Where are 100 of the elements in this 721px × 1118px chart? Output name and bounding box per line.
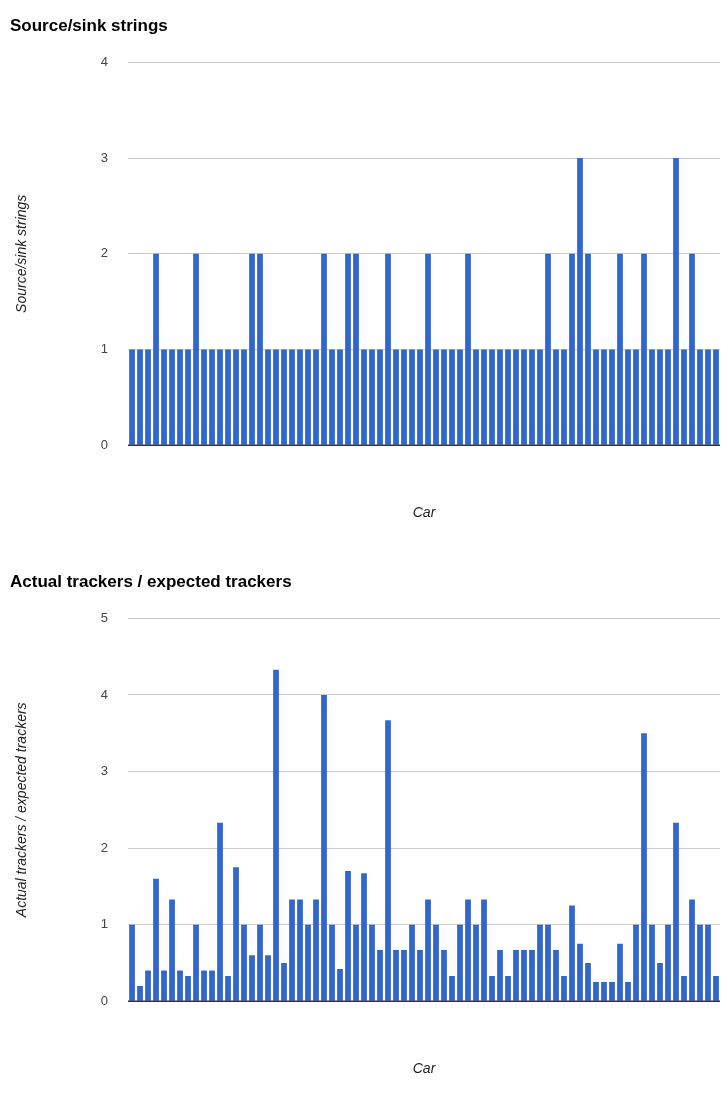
bar	[249, 253, 255, 445]
bar	[473, 349, 479, 445]
y-tick-label: 5	[100, 609, 109, 625]
y-tick-label: 4	[100, 686, 109, 702]
bar	[337, 349, 343, 445]
bar	[393, 949, 399, 1001]
y-tick-label: 0	[100, 436, 109, 452]
bar	[497, 349, 503, 445]
bar	[585, 253, 591, 445]
bar	[265, 349, 271, 445]
x-axis-title: Car	[412, 504, 437, 521]
bar	[281, 962, 287, 1001]
bar	[561, 975, 567, 1001]
bar	[601, 349, 607, 445]
bar	[153, 878, 159, 1001]
bar	[609, 349, 615, 445]
bar	[601, 982, 607, 1001]
bar	[185, 349, 191, 445]
bar	[441, 949, 447, 1001]
bar	[369, 349, 375, 445]
bar	[537, 349, 543, 445]
bar	[577, 943, 583, 1001]
bar	[233, 349, 239, 445]
bar	[513, 349, 519, 445]
bar	[545, 924, 551, 1001]
bar	[177, 349, 183, 445]
bar	[281, 349, 287, 445]
bar	[377, 949, 383, 1001]
bar	[665, 349, 671, 445]
y-tick-label: 1	[100, 916, 109, 932]
bar	[233, 867, 239, 1001]
bar	[553, 949, 559, 1001]
bar	[449, 349, 455, 445]
bar	[193, 253, 199, 445]
bar	[609, 982, 615, 1001]
y-tick-label: 1	[100, 341, 109, 357]
bar	[401, 949, 407, 1001]
bar	[417, 349, 423, 445]
bar	[625, 349, 631, 445]
bar	[225, 975, 231, 1001]
bar	[641, 253, 647, 445]
bar	[209, 349, 215, 445]
bar	[145, 970, 151, 1001]
bar	[289, 349, 295, 445]
chart-title: Actual trackers / expected trackers	[10, 571, 292, 591]
bar	[665, 924, 671, 1001]
bar	[145, 349, 151, 445]
y-tick-label: 4	[100, 53, 109, 69]
bar	[257, 253, 263, 445]
bar	[657, 349, 663, 445]
bar	[553, 349, 559, 445]
bar	[209, 970, 215, 1001]
bar	[401, 349, 407, 445]
bar	[217, 349, 223, 445]
bar	[713, 349, 719, 445]
bar	[713, 975, 719, 1001]
bar	[337, 969, 343, 1001]
bar	[649, 349, 655, 445]
bar	[569, 253, 575, 445]
bar	[697, 349, 703, 445]
y-tick-label: 0	[100, 992, 109, 1008]
bar	[265, 955, 271, 1001]
bar	[393, 349, 399, 445]
bar	[529, 349, 535, 445]
bar	[289, 899, 295, 1001]
bar	[297, 349, 303, 445]
bar	[593, 349, 599, 445]
bar	[329, 349, 335, 445]
bar	[689, 253, 695, 445]
bar	[561, 349, 567, 445]
bar	[201, 349, 207, 445]
bar	[409, 349, 415, 445]
bar	[593, 982, 599, 1001]
bar	[433, 349, 439, 445]
bar	[313, 349, 319, 445]
bar	[257, 924, 263, 1001]
y-axis-title: Actual trackers / expected trackers	[13, 702, 30, 919]
bar	[569, 905, 575, 1001]
bar	[489, 975, 495, 1001]
bar	[273, 349, 279, 445]
bar	[521, 949, 527, 1001]
bar	[369, 924, 375, 1001]
bar	[361, 349, 367, 445]
bar	[585, 962, 591, 1001]
bar	[537, 924, 543, 1001]
bar	[465, 899, 471, 1001]
bar	[385, 720, 391, 1001]
bar	[521, 349, 527, 445]
bar	[657, 962, 663, 1001]
bar	[705, 349, 711, 445]
bar	[345, 871, 351, 1001]
bar	[193, 924, 199, 1001]
bar	[577, 158, 583, 445]
bar	[441, 349, 447, 445]
bar	[705, 924, 711, 1001]
bar	[201, 970, 207, 1001]
bar	[497, 949, 503, 1001]
bar	[185, 975, 191, 1001]
bar	[505, 349, 511, 445]
bar	[425, 899, 431, 1001]
